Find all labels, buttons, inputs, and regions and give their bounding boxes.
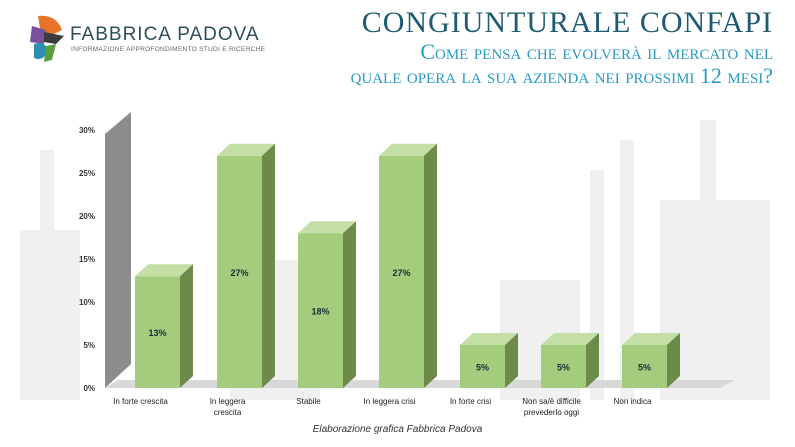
y-tick-label: 10%: [79, 298, 95, 307]
bar-top: [622, 333, 680, 345]
x-tick-label: Non indica: [614, 397, 652, 406]
bar-side: [505, 333, 518, 388]
bar: [298, 233, 343, 388]
subtitle-line-2: quale opera la sua azienda nei prossimi …: [350, 63, 773, 88]
y-tick-label: 5%: [83, 341, 95, 350]
y-tick-label: 20%: [79, 212, 95, 221]
x-tick-label: crescita: [214, 408, 242, 417]
y-tick-label: 0%: [83, 384, 95, 393]
bar-top: [135, 264, 193, 277]
x-tick-label: Non sa/è difficile: [522, 397, 581, 406]
data-label: 18%: [311, 307, 329, 317]
bar: [541, 345, 586, 388]
source-credit: Elaborazione grafica Fabbrica Padova: [312, 424, 483, 435]
bar-side: [667, 333, 680, 388]
bar-side: [424, 143, 437, 388]
chart-side-wall: [105, 112, 131, 388]
y-tick-label: 15%: [79, 255, 95, 264]
bar-side: [586, 333, 599, 388]
bar: [460, 345, 505, 388]
bar-top: [460, 333, 518, 345]
data-label: 27%: [230, 268, 248, 278]
bar-side: [343, 221, 356, 388]
bar-top: [217, 143, 275, 156]
x-tick-label: In leggera: [210, 397, 246, 406]
bar-side: [180, 264, 193, 388]
data-label: 27%: [392, 268, 410, 278]
page-title: CONGIUNTURALE CONFAPI: [361, 6, 773, 39]
x-tick-label: In forte crisi: [450, 397, 492, 406]
x-tick-label: prevederlo oggi: [524, 408, 579, 417]
data-label: 5%: [476, 363, 489, 373]
bar-top: [541, 333, 599, 345]
brand-name: FABBRICA PADOVA: [70, 24, 260, 45]
x-tick-label: In leggera crisi: [363, 397, 415, 406]
x-tick-label: In forte crescita: [113, 397, 168, 406]
brand-tagline: INFORMAZIONE APPROFONDIMENTO STUDI E RIC…: [71, 46, 266, 53]
bar-side: [262, 143, 275, 388]
bar: [135, 276, 180, 388]
subtitle-line-1: Come pensa che evolverà il mercato nel: [420, 39, 773, 64]
bar: [217, 155, 262, 388]
x-tick-label: Stabile: [296, 397, 321, 406]
data-label: 13%: [148, 328, 166, 338]
y-tick-label: 30%: [79, 126, 95, 135]
data-label: 5%: [638, 363, 651, 373]
bar-top: [379, 143, 437, 156]
page-subtitle: Come pensa che evolverà il mercato nel qu…: [351, 40, 773, 88]
bar: [622, 345, 667, 388]
data-label: 5%: [557, 363, 570, 373]
bar: [379, 155, 424, 388]
y-tick-label: 25%: [79, 169, 95, 178]
fabbrica-padova-logo: [30, 15, 64, 62]
bar-top: [298, 221, 356, 234]
